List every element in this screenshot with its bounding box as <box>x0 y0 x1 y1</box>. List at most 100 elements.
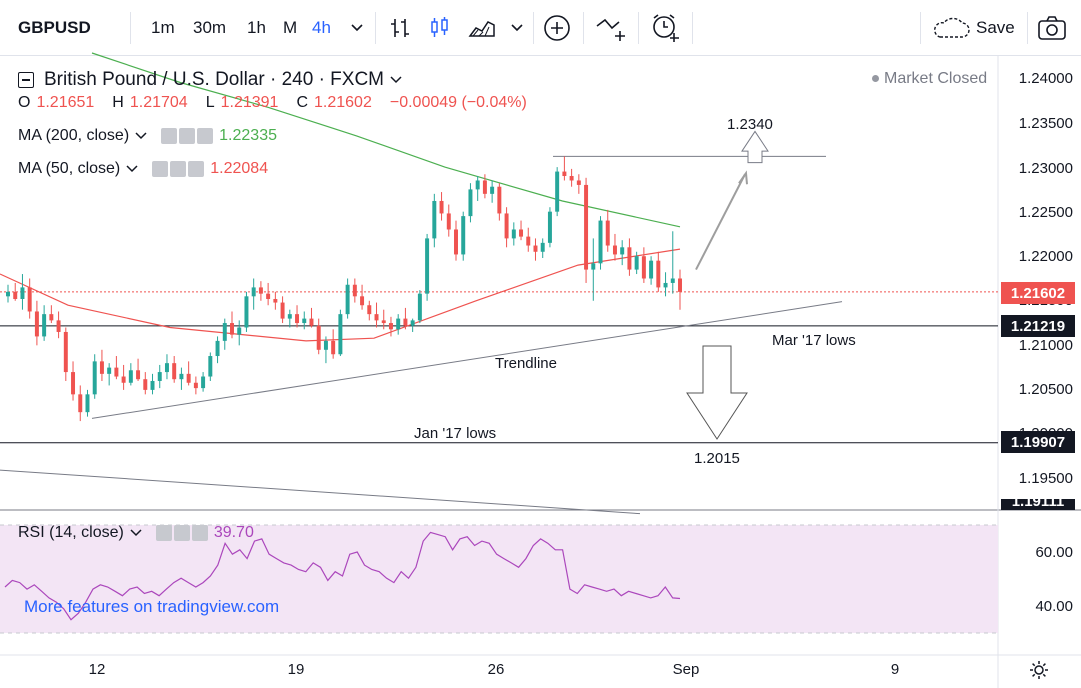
indicator-controls[interactable] <box>155 525 208 541</box>
chart-legend-title[interactable]: British Pound / U.S. Dollar · 240 · FXCM <box>18 69 402 91</box>
candle-body <box>338 314 343 355</box>
remove-icon[interactable] <box>197 128 214 144</box>
settings-gear-icon[interactable] <box>170 161 187 177</box>
candle-body <box>360 296 365 306</box>
interval-month-button[interactable]: M <box>283 17 298 37</box>
alert-clock-icon[interactable] <box>650 0 682 55</box>
candle-body <box>576 180 581 185</box>
candle-body <box>345 284 350 315</box>
candle-body <box>85 394 90 413</box>
interval-dropdown-chevron-icon[interactable] <box>350 0 364 55</box>
bar-chart-style-icon[interactable] <box>388 0 412 55</box>
price-tick: 1.24000 <box>1018 70 1073 87</box>
indicator-controls[interactable] <box>152 161 205 177</box>
candle-body <box>107 367 112 374</box>
interval-1h-button[interactable]: 1h <box>247 17 266 37</box>
market-status-label: Market Closed <box>884 70 988 87</box>
high-value: 1.21704 <box>129 94 188 111</box>
remove-icon[interactable] <box>188 161 205 177</box>
remove-icon[interactable] <box>191 525 208 541</box>
rsi-label: RSI (14, close) <box>18 524 124 541</box>
rsi-legend[interactable]: RSI (14, close) 39.70 <box>18 524 254 542</box>
eye-icon[interactable] <box>152 161 169 177</box>
candle-body <box>410 320 415 326</box>
candle-body <box>468 189 473 217</box>
chart-style-chevron-icon[interactable] <box>510 0 524 55</box>
collapse-legend-icon[interactable] <box>18 72 34 88</box>
date-tick: Sep <box>672 661 700 678</box>
candle-body <box>388 323 393 330</box>
toolbar-divider <box>920 12 921 44</box>
candle-body <box>164 363 169 373</box>
settings-gear-icon[interactable] <box>179 128 196 144</box>
close-value: 1.21602 <box>314 94 372 111</box>
interval-30m-button[interactable]: 30m <box>193 17 227 37</box>
candle-body <box>266 293 271 299</box>
eye-icon[interactable] <box>155 525 172 541</box>
area-chart-style-icon[interactable] <box>468 0 496 55</box>
price-tick: 1.22500 <box>1018 204 1073 221</box>
candle-body <box>309 318 314 326</box>
chevron-down-icon[interactable] <box>126 165 138 173</box>
symbol-search-button[interactable]: GBPUSD <box>18 17 91 37</box>
candle-body <box>547 211 552 243</box>
ma50-legend[interactable]: MA (50, close) 1.22084 <box>18 160 268 178</box>
candle-body <box>295 314 300 324</box>
open-value: 1.21651 <box>36 94 95 111</box>
price-tick: 1.22000 <box>1018 248 1073 265</box>
candle-body <box>136 370 141 380</box>
price-tick: 1.21000 <box>1018 337 1073 354</box>
target-up-label: 1.2340 <box>727 116 773 133</box>
candle-body <box>461 216 466 255</box>
high-label: H <box>112 94 124 111</box>
candle-body <box>99 361 104 374</box>
rsi-band <box>0 525 998 633</box>
open-label: O <box>18 94 31 111</box>
rsi-line <box>4 531 681 621</box>
jan-lows-label: Jan '17 lows <box>414 425 497 442</box>
date-tick: 26 <box>487 661 505 678</box>
settings-gear-icon[interactable] <box>1028 659 1050 686</box>
candle-body <box>13 291 18 299</box>
candle-body <box>172 363 177 380</box>
candles-style-icon[interactable] <box>428 0 452 55</box>
cut-price-tag: 1.19111 <box>1001 499 1075 510</box>
candle-body <box>569 176 574 181</box>
candle-body <box>20 287 25 299</box>
candle-body <box>121 376 126 383</box>
ma200-value: 1.22335 <box>219 127 277 144</box>
save-button[interactable]: Save <box>932 0 1015 55</box>
chevron-down-icon[interactable] <box>135 132 147 140</box>
chevron-down-icon[interactable] <box>390 76 402 84</box>
candle-body <box>584 184 589 270</box>
settings-gear-icon[interactable] <box>173 525 190 541</box>
ma200-legend[interactable]: MA (200, close) 1.22335 <box>18 127 277 145</box>
eye-icon[interactable] <box>161 128 178 144</box>
candle-body <box>273 298 278 303</box>
date-tick: 19 <box>287 661 305 678</box>
candle-body <box>670 278 675 283</box>
status-dot-icon <box>872 75 879 83</box>
compare-symbol-icon[interactable] <box>595 0 629 55</box>
chevron-down-icon[interactable] <box>130 529 142 537</box>
candle-body <box>230 323 234 335</box>
interval-4h-button[interactable]: 4h <box>312 17 331 37</box>
candle-body <box>244 296 249 328</box>
candle-body <box>678 278 682 292</box>
tradingview-link[interactable]: More features on tradingview.com <box>24 597 280 616</box>
candle-body <box>71 372 76 395</box>
candle-body <box>367 305 372 315</box>
indicators-plus-icon[interactable] <box>543 0 571 55</box>
candle-body <box>143 379 148 390</box>
low-value: 1.21391 <box>220 94 279 111</box>
candle-body <box>34 311 39 337</box>
toolbar-divider <box>638 12 639 44</box>
ma200-line <box>91 52 681 228</box>
indicator-controls[interactable] <box>161 128 214 144</box>
candle-body <box>381 320 386 324</box>
camera-snapshot-icon[interactable] <box>1037 0 1067 55</box>
candle-body <box>663 282 668 288</box>
interval-1m-button[interactable]: 1m <box>151 17 175 37</box>
candle-body <box>352 284 357 297</box>
